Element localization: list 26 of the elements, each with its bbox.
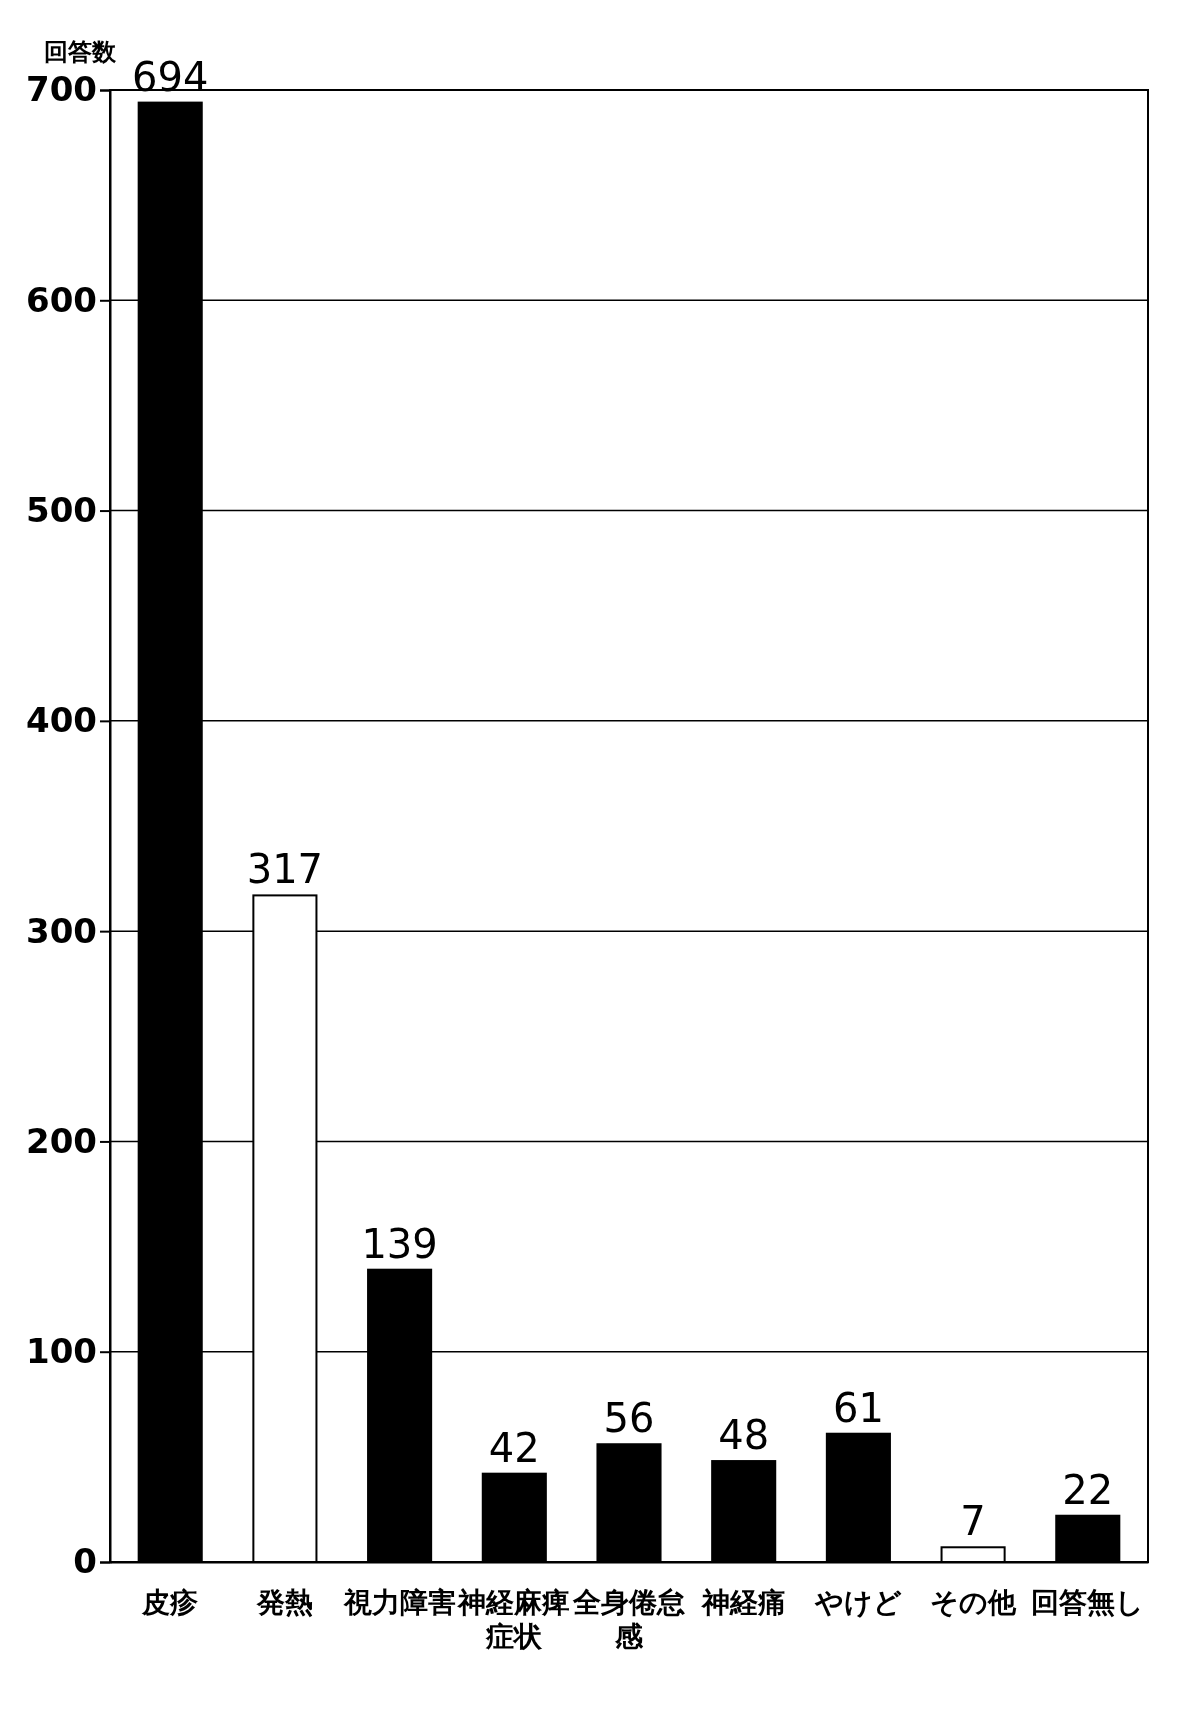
y-tick-label: 100 bbox=[26, 1331, 97, 1372]
y-tick-label: 500 bbox=[26, 489, 97, 530]
y-tick-label: 300 bbox=[26, 910, 97, 951]
x-tick-label: やけど bbox=[813, 1586, 902, 1619]
x-tick-label: 回答無し bbox=[1031, 1586, 1145, 1619]
data-label: 56 bbox=[603, 1395, 655, 1442]
y-tick-label: 400 bbox=[26, 700, 97, 741]
y-tick-label: 200 bbox=[26, 1120, 97, 1161]
data-label: 317 bbox=[246, 846, 324, 893]
y-tick-label: 0 bbox=[73, 1541, 97, 1582]
x-tick-label: 視力障害 bbox=[342, 1586, 456, 1619]
y-axis-title: 回答数 bbox=[44, 38, 117, 66]
x-tick-label: 神経麻痺症状 bbox=[456, 1586, 571, 1653]
x-tick-label: その他 bbox=[930, 1586, 1018, 1619]
x-tick-label: 発熱 bbox=[255, 1586, 313, 1619]
x-tick-label: 皮疹 bbox=[141, 1586, 199, 1619]
x-tick-label: 神経痛 bbox=[699, 1586, 786, 1619]
data-label: 48 bbox=[718, 1412, 770, 1459]
x-tick-label: 全身倦怠感 bbox=[572, 1586, 685, 1653]
y-tick-label: 600 bbox=[26, 279, 97, 320]
y-tick-label: 700 bbox=[26, 69, 97, 110]
data-label: 139 bbox=[361, 1220, 438, 1267]
data-label: 22 bbox=[1062, 1466, 1114, 1513]
data-label: 42 bbox=[488, 1424, 540, 1471]
data-label: 7 bbox=[960, 1498, 986, 1545]
data-label: 61 bbox=[832, 1384, 884, 1431]
